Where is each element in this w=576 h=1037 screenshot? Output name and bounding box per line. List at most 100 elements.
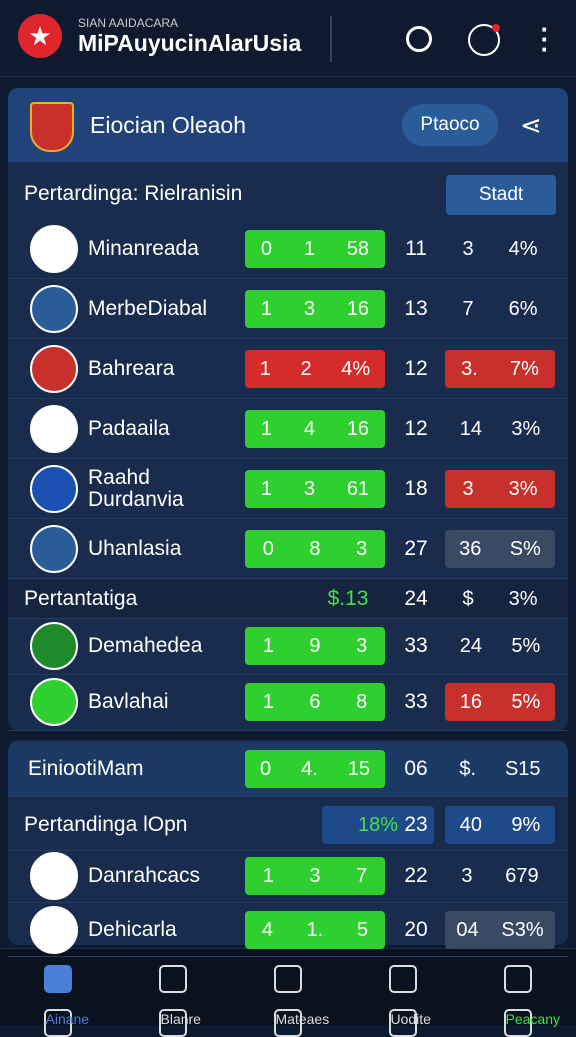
last-value: 14 [459, 417, 482, 440]
last-box: 3 679 [445, 857, 555, 895]
nav-label: Blanre [158, 1009, 201, 1037]
team-avatar [30, 906, 78, 954]
last-value: 36 [459, 537, 482, 560]
last-box: 14 3% [445, 410, 555, 448]
last-value: 16 [459, 690, 482, 713]
played: 12 [404, 417, 428, 440]
last-box: 40 9% [445, 806, 555, 844]
notification-icon[interactable] [468, 24, 500, 56]
last-value: 4% [508, 237, 538, 260]
score-value: 7 [356, 864, 368, 887]
search-icon[interactable] [406, 26, 432, 52]
score-value: 0 [262, 537, 274, 560]
nav-item[interactable]: Uodite [345, 949, 460, 1037]
last-value: 3 [461, 864, 473, 887]
team-name: Danrahcacs [88, 864, 201, 887]
score-value: 6 [309, 690, 321, 713]
score-value: 16 [346, 417, 370, 440]
last-value: 3 [462, 477, 474, 500]
last-value: $ [462, 587, 474, 610]
last-box: 24 5% [445, 627, 555, 665]
last-value: 3 [462, 237, 474, 260]
score-box: 1 4 16 [245, 410, 385, 448]
team-row[interactable]: MerbeDiabal 1 3 16 13 7 6% [8, 280, 568, 339]
header: ★ SIAN AAIDACARA MiPAuyucinAlarUsia · · · [0, 0, 576, 77]
score-value: 1 [303, 237, 315, 260]
team-avatar [30, 225, 78, 273]
last-value: 3% [508, 477, 538, 500]
score-box: 1 9 3 [245, 627, 385, 665]
score-value: 4 [261, 918, 273, 941]
stat-button[interactable]: Stadt [446, 175, 556, 215]
team-name: Demahedea [88, 634, 203, 657]
score-value: 9 [309, 634, 321, 657]
score-value: 1. [306, 918, 324, 941]
last-box: 3 4% [445, 230, 555, 268]
app-title: MiPAuyucinAlarUsia [78, 30, 302, 56]
nav-label: Ainane [43, 1009, 89, 1037]
card2-played: 06 [404, 757, 428, 780]
team-row[interactable]: Danrahcacs 1 3 7 22 3 679 [8, 850, 568, 903]
team-name: Dehicarla [88, 918, 177, 941]
score-value: 5 [357, 918, 369, 941]
nav-icon [273, 965, 302, 993]
team-row[interactable]: Bavlahai 1 6 8 33 16 5% [8, 674, 568, 731]
last-box: 3. 7% [445, 350, 555, 388]
last-value: 7% [509, 357, 539, 380]
score-box: 0 1 58 [245, 230, 385, 268]
last-value: 6% [508, 297, 538, 320]
score-value: 0 [259, 757, 272, 780]
last-box: 3 3% [445, 470, 555, 508]
card2-sub-played: 23 [404, 813, 428, 836]
team-avatar [30, 852, 78, 900]
played: 12 [404, 357, 428, 380]
score-box: 0 8 3 [245, 530, 385, 568]
nav-item[interactable]: Ainane [0, 949, 115, 1037]
score-value: 16 [346, 297, 370, 320]
team-row[interactable]: Uhanlasia 0 8 3 27 36 S% [8, 520, 568, 579]
nav-item[interactable]: Mateaes [230, 949, 345, 1037]
score-box: 4 1. 5 [245, 911, 385, 949]
standings-card: Eiocian Oleaoh Ptaoco ⋖ Pertardinga: Rie… [8, 88, 568, 730]
score-value: 3 [356, 537, 368, 560]
subtitle: Pertardinga: Rielranisin [24, 182, 243, 205]
nav-label: Mateaes [273, 1009, 329, 1037]
last-value: 7 [462, 297, 474, 320]
team-row[interactable]: Bahreara 1 2 4% 12 3. 7% [8, 340, 568, 399]
last-value: 24 [459, 634, 482, 657]
nav-icon [158, 965, 187, 993]
more-icon[interactable]: · · · [540, 14, 550, 64]
team-row[interactable]: Padaaila 1 4 16 12 14 3% [8, 400, 568, 459]
team-avatar [30, 465, 78, 513]
played: 20 [404, 918, 428, 941]
nav-icon [503, 965, 532, 993]
score-box: 1 3 16 [245, 290, 385, 328]
score-value: 2 [300, 357, 312, 380]
team-row[interactable]: Raahd Durdanvia 1 3 61 18 3 3% [8, 460, 568, 519]
bottom-nav: Ainane Blanre Mateaes Uodite Peacany [0, 948, 576, 1037]
crest [30, 102, 74, 152]
team-row[interactable]: Demahedea 1 9 3 33 24 5% [8, 618, 568, 675]
nav-icon [43, 965, 72, 993]
score-box: 0 4. 15 [245, 750, 385, 788]
score-value: 58 [346, 237, 370, 260]
last-value: 679 [505, 864, 539, 887]
team-avatar [30, 678, 78, 726]
score-value: 1 [260, 417, 273, 440]
last-value: 9% [511, 813, 541, 836]
button[interactable]: Ptaoco [402, 104, 498, 146]
nav-item[interactable]: Blanre [115, 949, 230, 1037]
team-row[interactable]: Minanreada 0 1 58 11 3 4% [8, 220, 568, 279]
score-value: 0 [260, 237, 273, 260]
section-name: Pertantatiga [24, 587, 138, 610]
last-value: S3% [501, 918, 544, 941]
played: 11 [405, 237, 427, 260]
last-box: 36 S% [445, 530, 555, 568]
score-value: 3 [303, 477, 315, 500]
share-icon[interactable]: ⋖ [520, 110, 542, 140]
last-value: S% [509, 537, 541, 560]
team-row[interactable]: Dehicarla 4 1. 5 20 04 S3% [8, 904, 568, 957]
played: 13 [404, 297, 428, 320]
team-avatar [30, 285, 78, 333]
nav-item[interactable]: Peacany [460, 949, 575, 1037]
